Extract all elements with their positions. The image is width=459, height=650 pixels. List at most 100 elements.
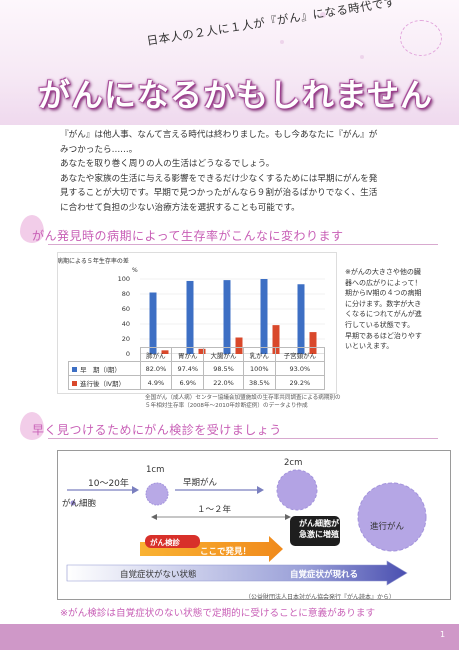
intro-line: に合わせて負担の少ない治療方法を選択することも可能です。: [60, 202, 300, 213]
y-axis-unit: %: [132, 267, 138, 274]
table-header-cell: 乳がん: [242, 347, 276, 362]
early-cancer-label: 早期がん: [183, 478, 218, 488]
note-line: 期からⅣ期の４つの病期: [345, 289, 422, 298]
intro-line: 『がん』は他人事、なんて言える時代は終わりました。もし今あなたに『がん』が: [60, 130, 378, 140]
table-header-cell: 大腸がん: [203, 347, 244, 362]
y-tick: 80: [121, 290, 130, 298]
note-line: に分けます。数字が大き: [345, 299, 422, 308]
bar-early-stage: [149, 292, 157, 354]
table-header-cell: 肺がん: [139, 347, 173, 362]
bar-early-stage: [297, 284, 305, 354]
table-cell: 93.0%: [274, 361, 326, 376]
section-drop-icon: [20, 412, 44, 440]
bar-early-stage: [223, 280, 231, 354]
note-line: 器への広がりによって！: [345, 278, 422, 287]
legend-cell: 早 期（Ⅰ期）: [68, 361, 141, 376]
advanced-cancer-label: 進行がん: [370, 522, 405, 532]
intro-line: みつかったら……。: [60, 144, 138, 155]
y-tick: 40: [121, 320, 130, 328]
rapid-growth-text: がん細胞が 急激に増殖: [296, 518, 342, 540]
source-line: ５年相対生存率（2008年～2010年診断症例）のデータより作成: [145, 403, 308, 409]
early-cancer-icon: [145, 482, 169, 506]
sparkle-decoration: [320, 12, 326, 18]
footer-bar: [0, 624, 459, 650]
rapid-line: がん細胞が: [299, 519, 339, 528]
years-label: 10～20年: [88, 479, 129, 489]
table-header-cell: 子宮頸がん: [274, 347, 326, 362]
found-here-label: ここで発見！: [200, 547, 252, 557]
table-cell: 4.9%: [139, 375, 173, 390]
table-corner: [69, 348, 141, 362]
chart-title: 病期による５年生存率の差: [57, 258, 129, 265]
advanced-cancer-icon: [357, 482, 427, 552]
cloud-decoration: [400, 20, 442, 56]
size-2cm-label: 2cm: [284, 458, 303, 468]
rapid-growth-badge: [290, 516, 340, 546]
table-row: 早 期（Ⅰ期） 82.0% 97.4% 98.5% 100% 93.0%: [68, 361, 326, 376]
cancer-cell-label: がん細胞: [62, 499, 97, 509]
legend-swatch: [72, 380, 77, 386]
series-name: 早 期（Ⅰ期）: [80, 365, 121, 374]
table-cell: 97.4%: [171, 361, 205, 376]
diagram-source: （公益財団法人日本対がん協会発行『がん読本』から）: [245, 594, 396, 601]
bar-advanced-stage: [272, 325, 280, 354]
screening-tag: [145, 535, 200, 548]
legend-swatch: [72, 366, 77, 372]
table-header-row: 肺がん 胃がん 大腸がん 乳がん 子宮頸がん: [69, 347, 326, 362]
intro-line: あなたを取り巻く周りの人の生活はどうなるでしょう。: [60, 159, 275, 169]
survival-bar-chart: [140, 278, 325, 354]
section-divider: [48, 438, 438, 439]
table-cell: 22.0%: [203, 375, 244, 390]
section1-heading: がん発見時の病期によって生存率がこんなに変わります: [32, 229, 344, 243]
size-1cm-label: 1cm: [146, 465, 165, 475]
note-line: 行している状態です。: [345, 320, 415, 329]
section-drop-icon: [20, 215, 44, 243]
arrow-head: [151, 514, 157, 520]
section-divider: [48, 244, 438, 245]
series-name: 進行後（Ⅳ期）: [80, 379, 125, 388]
legend-cell: 進行後（Ⅳ期）: [68, 375, 141, 390]
y-tick: 60: [121, 305, 130, 313]
arrow-head: [285, 514, 291, 520]
growing-cancer-icon: [276, 469, 318, 511]
y-tick: 100: [117, 275, 130, 283]
bar-early-stage: [186, 280, 194, 354]
header-background: [0, 0, 459, 125]
symptom-timeline-arrow: [66, 560, 408, 586]
footer-note: ※がん検診は自覚症状のない状態で定期的に受けることに意義があります: [60, 608, 376, 619]
arrow-head: [132, 486, 139, 494]
cancer-cell-icon: [70, 500, 76, 506]
bar-advanced-stage: [309, 332, 317, 354]
screening-label: がん検診: [150, 538, 180, 547]
note-line: 早期であるほど治りやす: [345, 331, 422, 340]
rapid-line: 急激に増殖: [299, 530, 339, 539]
note-line: くなるにつれてがんが進: [345, 310, 422, 319]
y-tick: 20: [121, 335, 130, 343]
intro-text: 『がん』は他人事、なんて言える時代は終わりました。もし今あなたに『がん』が みつ…: [60, 128, 410, 215]
intro-line: あなたや家族の生活に与える影響をできるだけ少なくするためには早期にがんを発: [60, 173, 378, 184]
page-title: がんになるかもしれません: [38, 76, 434, 114]
no-symptom-label: 自覚症状がない状態: [120, 570, 197, 580]
table-cell: 100%: [242, 361, 276, 376]
table-cell: 82.0%: [139, 361, 173, 376]
sparkle-decoration: [360, 55, 364, 59]
page-number: 1: [440, 630, 446, 639]
table-cell: 29.2%: [274, 375, 326, 390]
intro-line: 見することが大切です。早期で見つかったがんなら９割が治るばかりでなく、生活: [60, 188, 378, 198]
y-tick: 0: [125, 350, 130, 358]
arrow-head: [257, 486, 264, 494]
sparkle-decoration: [280, 40, 284, 44]
symptom-label: 自覚症状が現れる: [290, 570, 359, 580]
table-header-cell: 胃がん: [171, 347, 205, 362]
table-cell: 6.9%: [171, 375, 205, 390]
stage-side-note: ※がんの大きさや他の臓 器への広がりによって！ 期からⅣ期の４つの病期 に分けま…: [345, 267, 437, 352]
bar-early-stage: [260, 279, 268, 354]
chart-source: 全国がん（成人病）センター協議会加盟施設の生存率共同調査による病期別の ５年相対…: [145, 394, 341, 410]
note-line: いといえます。: [345, 342, 394, 351]
progression-diagram: [66, 469, 427, 586]
table-cell: 38.5%: [242, 375, 276, 390]
bar-advanced-stage: [235, 337, 243, 354]
table-row: 進行後（Ⅳ期） 4.9% 6.9% 22.0% 38.5% 29.2%: [68, 375, 326, 390]
chart-data-table: 肺がん 胃がん 大腸がん 乳がん 子宮頸がん 早 期（Ⅰ期） 82.0% 97.…: [68, 347, 326, 390]
note-line: ※がんの大きさや他の臓: [345, 268, 421, 276]
